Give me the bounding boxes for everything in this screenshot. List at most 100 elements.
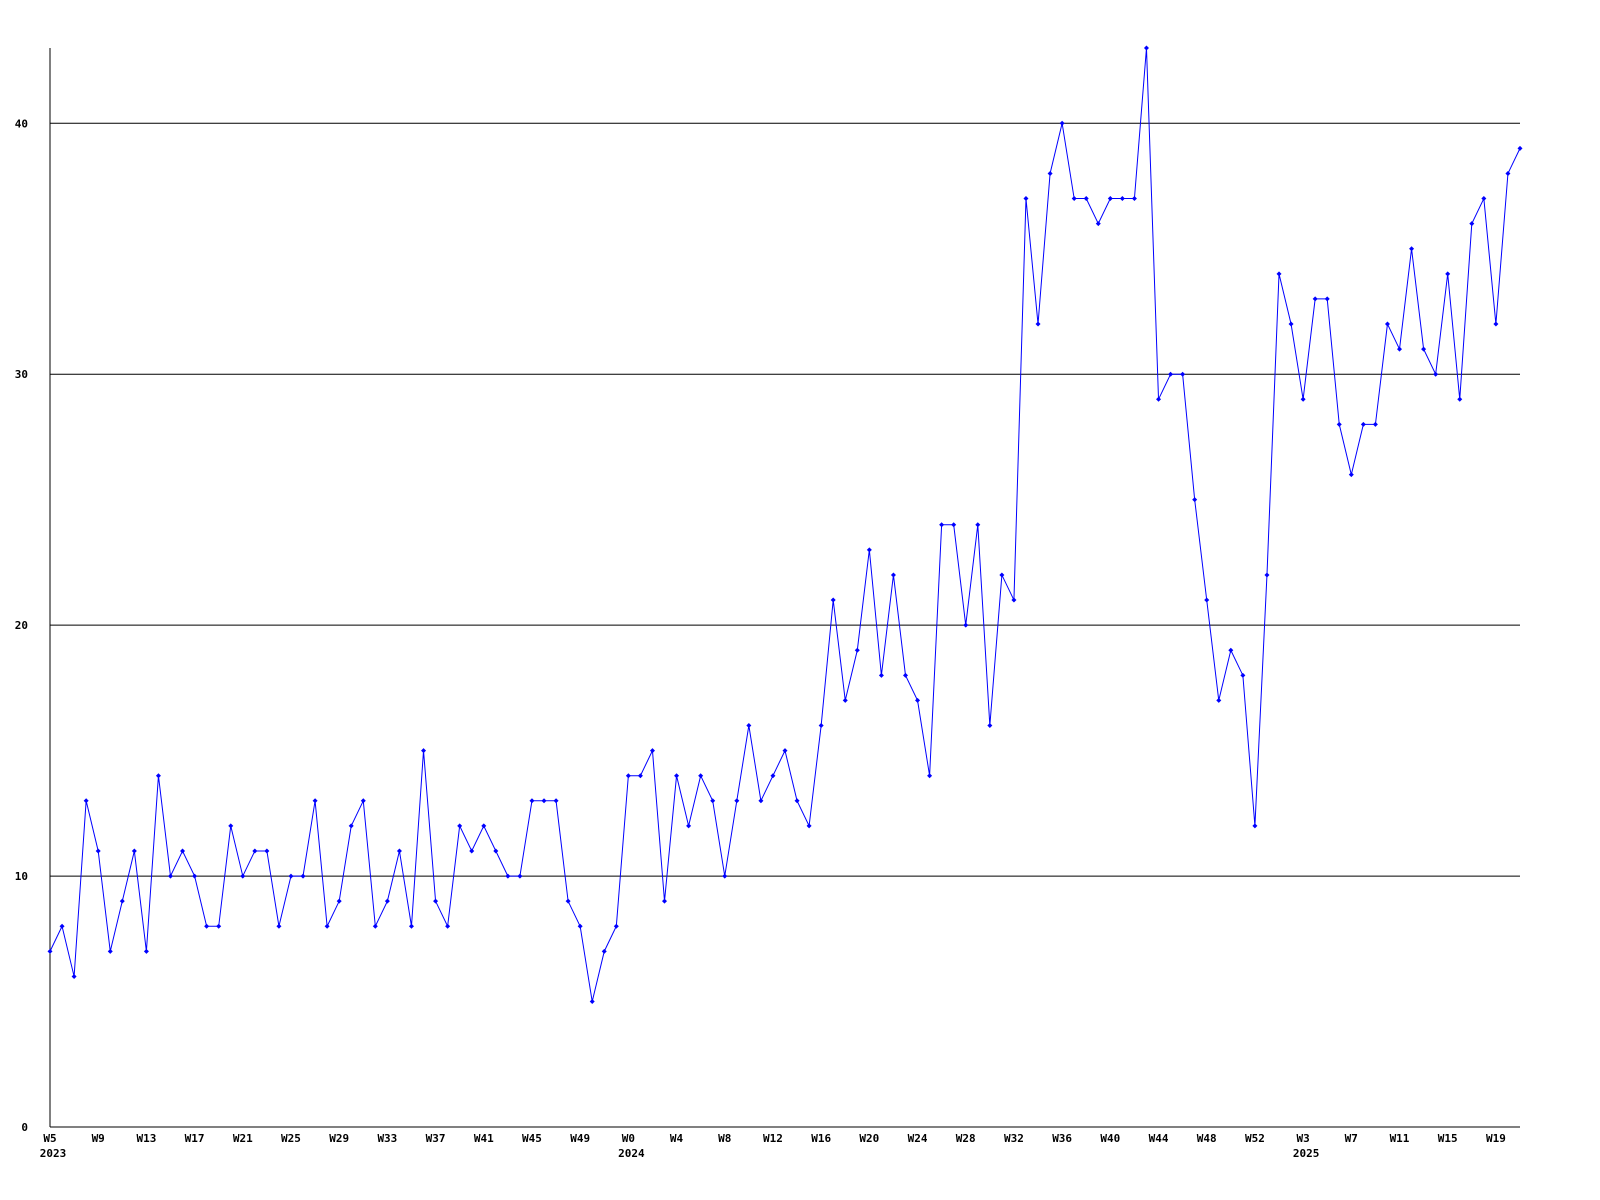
point-marker: [204, 923, 210, 929]
point-marker: [1481, 196, 1487, 202]
y-tick-label: 20: [15, 619, 28, 632]
point-marker: [324, 923, 330, 929]
point-marker: [649, 748, 655, 754]
point-marker: [1300, 396, 1306, 402]
y-tick-label: 30: [15, 368, 28, 381]
point-marker: [300, 873, 306, 879]
point-marker: [1433, 371, 1439, 377]
x-tick-label: W20: [859, 1132, 879, 1145]
x-tick-label: W17: [185, 1132, 205, 1145]
point-marker: [927, 773, 933, 779]
x-tick-label: W29: [329, 1132, 349, 1145]
point-marker: [746, 723, 752, 729]
point-marker: [1156, 396, 1162, 402]
point-marker: [1409, 246, 1415, 252]
x-tick-label: W37: [426, 1132, 446, 1145]
point-marker: [975, 522, 981, 528]
point-marker: [1071, 196, 1077, 202]
point-marker: [493, 848, 499, 854]
x-tick-label: W44: [1149, 1132, 1169, 1145]
point-marker: [601, 948, 607, 954]
point-marker: [565, 898, 571, 904]
point-marker: [577, 923, 583, 929]
point-marker: [529, 798, 535, 804]
point-marker: [999, 572, 1005, 578]
point-marker: [637, 773, 643, 779]
point-marker: [1131, 196, 1137, 202]
point-marker: [481, 823, 487, 829]
point-marker: [1083, 196, 1089, 202]
x-tick-label: W7: [1345, 1132, 1358, 1145]
x-tick-label: W4: [670, 1132, 684, 1145]
point-marker: [951, 522, 957, 528]
x-tick-label: W15: [1438, 1132, 1458, 1145]
x-tick-label: W25: [281, 1132, 301, 1145]
x-tick-label: W9: [92, 1132, 105, 1145]
x-tick-label: W21: [233, 1132, 253, 1145]
point-marker: [710, 798, 716, 804]
x-year-label: 2025: [1293, 1147, 1320, 1160]
x-tick-label: W48: [1197, 1132, 1217, 1145]
point-marker: [589, 999, 595, 1005]
point-marker: [1276, 271, 1282, 277]
point-marker: [890, 572, 896, 578]
x-tick-label: W41: [474, 1132, 494, 1145]
point-marker: [47, 948, 53, 954]
point-marker: [613, 923, 619, 929]
x-year-label: 2024: [618, 1147, 645, 1160]
x-tick-label: W24: [908, 1132, 928, 1145]
point-marker: [517, 873, 523, 879]
x-tick-label: W11: [1390, 1132, 1410, 1145]
point-marker: [264, 848, 270, 854]
point-marker: [1384, 321, 1390, 327]
point-marker: [1168, 371, 1174, 377]
point-marker: [336, 898, 342, 904]
x-tick-label: W52: [1245, 1132, 1265, 1145]
point-marker: [1023, 196, 1029, 202]
point-marker: [1047, 170, 1053, 176]
point-marker: [686, 823, 692, 829]
x-tick-label: W19: [1486, 1132, 1506, 1145]
point-marker: [1324, 296, 1330, 302]
point-marker: [854, 647, 860, 653]
point-marker: [1421, 346, 1427, 352]
point-marker: [1035, 321, 1041, 327]
point-marker: [155, 773, 161, 779]
point-marker: [1240, 672, 1246, 678]
point-marker: [1011, 597, 1017, 603]
point-marker: [734, 798, 740, 804]
x-tick-label: W5: [43, 1132, 56, 1145]
point-marker: [1517, 145, 1523, 151]
point-marker: [95, 848, 101, 854]
point-marker: [1469, 221, 1475, 227]
point-marker: [1228, 647, 1234, 653]
point-marker: [228, 823, 234, 829]
x-year-label: 2023: [40, 1147, 67, 1160]
y-tick-label: 10: [15, 870, 28, 883]
point-marker: [408, 923, 414, 929]
point-marker: [1360, 421, 1366, 427]
point-marker: [59, 923, 65, 929]
point-marker: [107, 948, 113, 954]
point-marker: [830, 597, 836, 603]
point-marker: [83, 798, 89, 804]
point-marker: [276, 923, 282, 929]
point-marker: [818, 723, 824, 729]
x-tick-label: W8: [718, 1132, 731, 1145]
x-tick-label: W33: [377, 1132, 397, 1145]
point-marker: [698, 773, 704, 779]
point-marker: [806, 823, 812, 829]
point-marker: [987, 723, 993, 729]
point-marker: [252, 848, 258, 854]
y-tick-label: 40: [15, 117, 28, 130]
point-marker: [1095, 221, 1101, 227]
x-tick-label: W0: [622, 1132, 635, 1145]
point-marker: [1445, 271, 1451, 277]
x-tick-label: W49: [570, 1132, 590, 1145]
point-marker: [1372, 421, 1378, 427]
point-marker: [939, 522, 945, 528]
point-marker: [372, 923, 378, 929]
point-marker: [902, 672, 908, 678]
